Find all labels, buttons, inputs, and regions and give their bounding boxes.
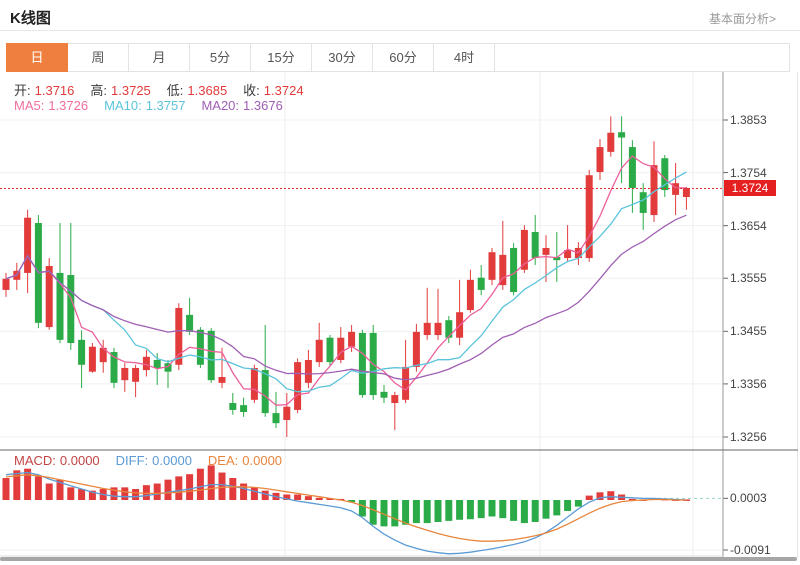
tab-period-4[interactable]: 15分 [251, 44, 312, 71]
legend-item: 收: 1.3724 [243, 83, 304, 98]
axis-tick-label: -0.0091 [730, 543, 771, 557]
tab-period-1[interactable]: 周 [68, 44, 129, 71]
current-price-badge: 1.3724 [724, 180, 776, 197]
chart-canvas [0, 72, 798, 557]
period-tab-bar: 日周月 5分 15分 30分 60分 4时 [6, 43, 790, 72]
legend-item: MA5: 1.3726 [14, 98, 89, 113]
axis-tick-label: 1.3654 [730, 218, 767, 233]
legend-item: DEA: 0.0000 [207, 453, 283, 468]
axis-tick-label: 1.3256 [730, 430, 767, 444]
axis-tick-label: 1.3455 [730, 324, 767, 339]
chart-area[interactable]: 开: 1.3716 高: 1.3725 低: 1.3685 收: 1.3724 MA5: 1.3… [0, 72, 798, 558]
legend-item: MACD: 0.0000 [14, 453, 100, 468]
horizontal-scrollbar[interactable] [0, 557, 797, 561]
axis-tick-label: 1.3555 [730, 271, 767, 286]
legend-item: 开: 1.3716 [14, 83, 75, 98]
axis-tick-label: 1.3356 [730, 376, 767, 391]
ohlc-legend: 开: 1.3716 高: 1.3725 低: 1.3685 收: 1.3724 [14, 80, 320, 99]
axis-tick-label: 1.3853 [730, 113, 767, 127]
legend-item: 高: 1.3725 [90, 83, 151, 98]
tab-period-0[interactable]: 日 [6, 43, 68, 72]
tab-period-5[interactable]: 30分 [312, 44, 373, 71]
tab-period-7[interactable]: 4时 [434, 44, 495, 71]
legend-item: MA10: 1.3757 [104, 98, 186, 113]
axis-tick-label: 1.3754 [730, 165, 767, 180]
tab-period-6[interactable]: 60分 [373, 44, 434, 71]
page-header: K线图 基本面分析> [0, 0, 800, 31]
page-title: K线图 [10, 10, 51, 27]
legend-item: MA20: 1.3676 [201, 98, 283, 113]
axis-tick-label: 0.0003 [730, 491, 767, 506]
legend-item: 低: 1.3685 [166, 83, 228, 98]
macd-legend: MACD: 0.0000 DIFF: 0.0000 DEA: 0.0000 [14, 453, 298, 468]
tab-period-3[interactable]: 5分 [190, 44, 251, 71]
ma-legend: MA5: 1.3726 MA10: 1.3757 MA20: 1.3676 [14, 98, 299, 113]
legend-item: DIFF: 0.0000 [115, 453, 192, 468]
tab-period-2[interactable]: 月 [129, 44, 190, 71]
fundamental-analysis-link[interactable]: 基本面分析> [708, 12, 776, 26]
